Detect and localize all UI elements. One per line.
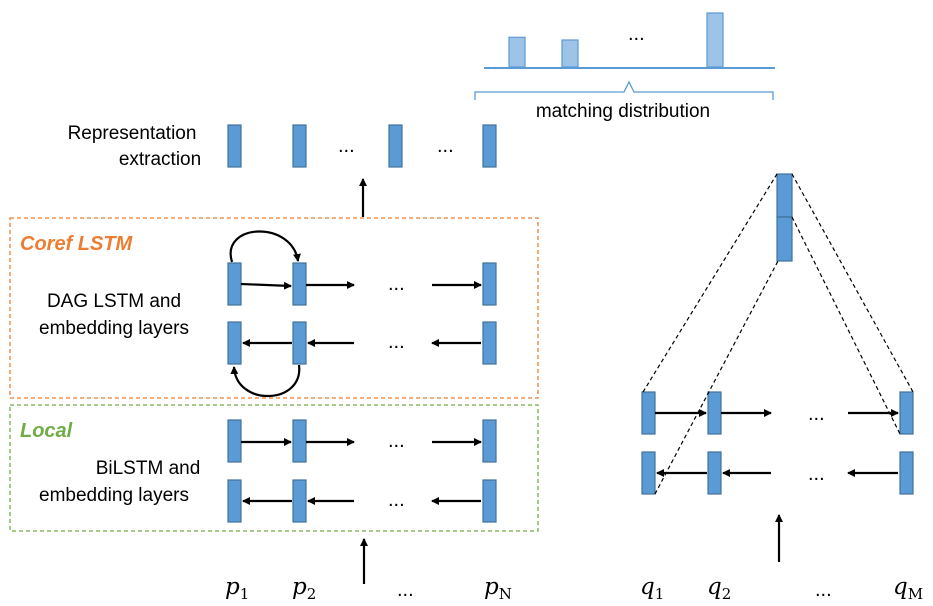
- bilstm-backward-ellipsis: ...: [388, 489, 405, 511]
- representation-extraction-label-line1: Representation: [68, 123, 197, 144]
- bilstm-forward-cell: [227, 419, 242, 463]
- passage-tokens: p1 p2 ... pN: [225, 574, 512, 603]
- local-block: Local BiLSTM and embedding layers ... ..…: [9, 404, 539, 532]
- question-backward-cell: [899, 451, 914, 495]
- representation-extraction-label-line2: extraction: [119, 149, 201, 170]
- question-forward-cell: [641, 391, 656, 435]
- question-forward-ellipsis: ...: [808, 403, 825, 425]
- coref-curve-backward-arrow: [230, 364, 301, 398]
- dag-lstm-label-line1: DAG LSTM and: [47, 291, 181, 312]
- representation-vector: [388, 124, 403, 168]
- passage-ellipsis: ...: [397, 579, 414, 601]
- coref-lstm-box: [9, 217, 539, 399]
- question-token: q2: [707, 574, 731, 603]
- dag-forward-cell: [292, 262, 307, 306]
- matching-distribution: ... matching distribution: [474, 12, 775, 122]
- question-token: qM: [893, 574, 923, 603]
- dag-forward-cell: [482, 262, 497, 306]
- dag-forward-ellipsis: ...: [388, 273, 405, 295]
- coref-lstm-block: Coref LSTM DAG LSTM and embedding layers…: [9, 217, 539, 399]
- dag-backward-cell: [227, 321, 242, 365]
- question-encoder: ... ...: [641, 173, 914, 562]
- projection-line: [654, 260, 779, 495]
- dag-backward-ellipsis: ...: [388, 331, 405, 353]
- representation-extraction: Representation extraction ... ...: [68, 123, 497, 217]
- distribution-brace: [474, 80, 774, 100]
- question-tokens: q1 q2 ... qM: [640, 574, 923, 603]
- bilstm-label-line2: embedding layers: [39, 485, 189, 506]
- bilstm-forward-cell: [292, 419, 307, 463]
- question-backward-cell: [707, 451, 722, 495]
- question-ellipsis: ...: [815, 579, 832, 601]
- bilstm-forward-cell: [482, 419, 497, 463]
- representation-ellipsis: ...: [437, 135, 454, 157]
- distribution-bar: [508, 36, 526, 68]
- question-forward-cell: [707, 391, 722, 435]
- local-box: [9, 404, 539, 532]
- bilstm-backward-cell: [227, 479, 242, 523]
- question-vector-bottom: [776, 216, 793, 262]
- bilstm-label-line1: BiLSTM and: [96, 458, 201, 479]
- projection-line: [791, 216, 901, 435]
- local-title: Local: [20, 420, 73, 442]
- dag-forward-cell: [227, 262, 242, 306]
- passage-token: pN: [484, 574, 512, 603]
- representation-vector: [482, 124, 497, 168]
- coref-curve-forward-arrow: [229, 230, 301, 263]
- dag-lstm-label-line2: embedding layers: [39, 318, 189, 339]
- distribution-bar: [706, 12, 724, 68]
- question-token: q1: [640, 574, 664, 603]
- passage-token: p2: [292, 574, 316, 603]
- projection-line: [642, 173, 778, 393]
- matching-distribution-label: matching distribution: [536, 101, 710, 122]
- representation-vector: [292, 124, 307, 168]
- question-backward-ellipsis: ...: [808, 463, 825, 485]
- passage-token: p1: [225, 574, 249, 603]
- bilstm-backward-cell: [482, 479, 497, 523]
- dag-backward-cell: [292, 321, 307, 365]
- question-backward-cell: [641, 451, 656, 495]
- bilstm-backward-cell: [292, 479, 307, 523]
- projection-line: [791, 173, 914, 393]
- distribution-bar: [561, 39, 579, 68]
- representation-ellipsis: ...: [338, 135, 355, 157]
- question-vector-top: [776, 173, 793, 218]
- dag-forward-arrow: [240, 281, 292, 290]
- dag-backward-cell: [482, 321, 497, 365]
- coref-lstm-title: Coref LSTM: [20, 233, 134, 255]
- distribution-ellipsis: ...: [628, 23, 645, 45]
- bilstm-forward-ellipsis: ...: [388, 430, 405, 452]
- question-forward-cell: [899, 391, 914, 435]
- representation-vector: [227, 124, 242, 168]
